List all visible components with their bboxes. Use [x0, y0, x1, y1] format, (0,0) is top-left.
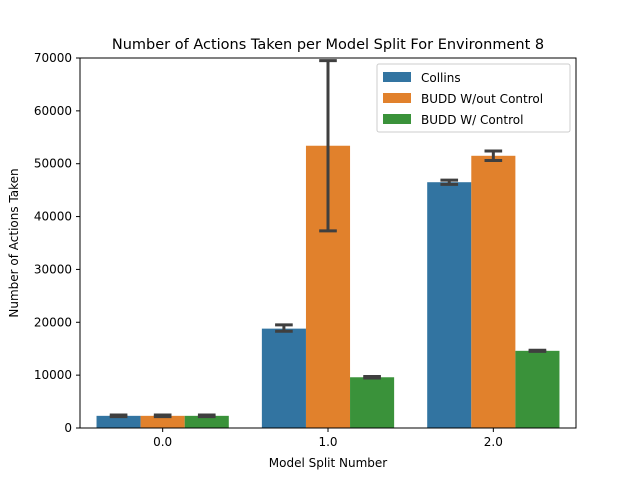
x-axis: 0.0 1.0 2.0 [153, 428, 503, 449]
y-tick-label: 30000 [34, 262, 72, 276]
y-axis: 0 10000 20000 30000 40000 50000 60000 70000 [34, 51, 80, 435]
x-tick-label: 1.0 [318, 435, 337, 449]
y-tick-label: 50000 [34, 157, 72, 171]
x-tick-label: 2.0 [484, 435, 503, 449]
bar [184, 415, 229, 428]
bar [427, 182, 472, 428]
bar [140, 415, 185, 428]
legend: Collins BUDD W/out Control BUDD W/ Control [376, 63, 571, 133]
y-tick-label: 0 [64, 421, 72, 435]
x-axis-label: Model Split Number [269, 456, 388, 470]
bar [515, 350, 560, 428]
bar [350, 377, 395, 428]
y-tick-label: 70000 [34, 51, 72, 65]
bar [471, 155, 516, 429]
x-tick-label: 0.0 [153, 435, 172, 449]
y-tick-label: 60000 [34, 104, 72, 118]
legend-label: Collins [421, 71, 461, 85]
y-tick-label: 40000 [34, 210, 72, 224]
legend-label: BUDD W/out Control [421, 92, 543, 106]
bars-group [96, 145, 560, 429]
y-tick-label: 20000 [34, 315, 72, 329]
legend-swatch [383, 114, 411, 124]
error-bars-group [109, 59, 547, 419]
bar [261, 328, 306, 428]
chart-title: Number of Actions Taken per Model Split … [112, 37, 544, 53]
legend-swatch [383, 72, 411, 82]
y-axis-label: Number of Actions Taken [7, 168, 21, 317]
bar [96, 415, 141, 428]
legend-swatch [383, 93, 411, 103]
legend-frame [376, 63, 571, 133]
legend-label: BUDD W/ Control [421, 113, 523, 127]
y-tick-label: 10000 [34, 368, 72, 382]
